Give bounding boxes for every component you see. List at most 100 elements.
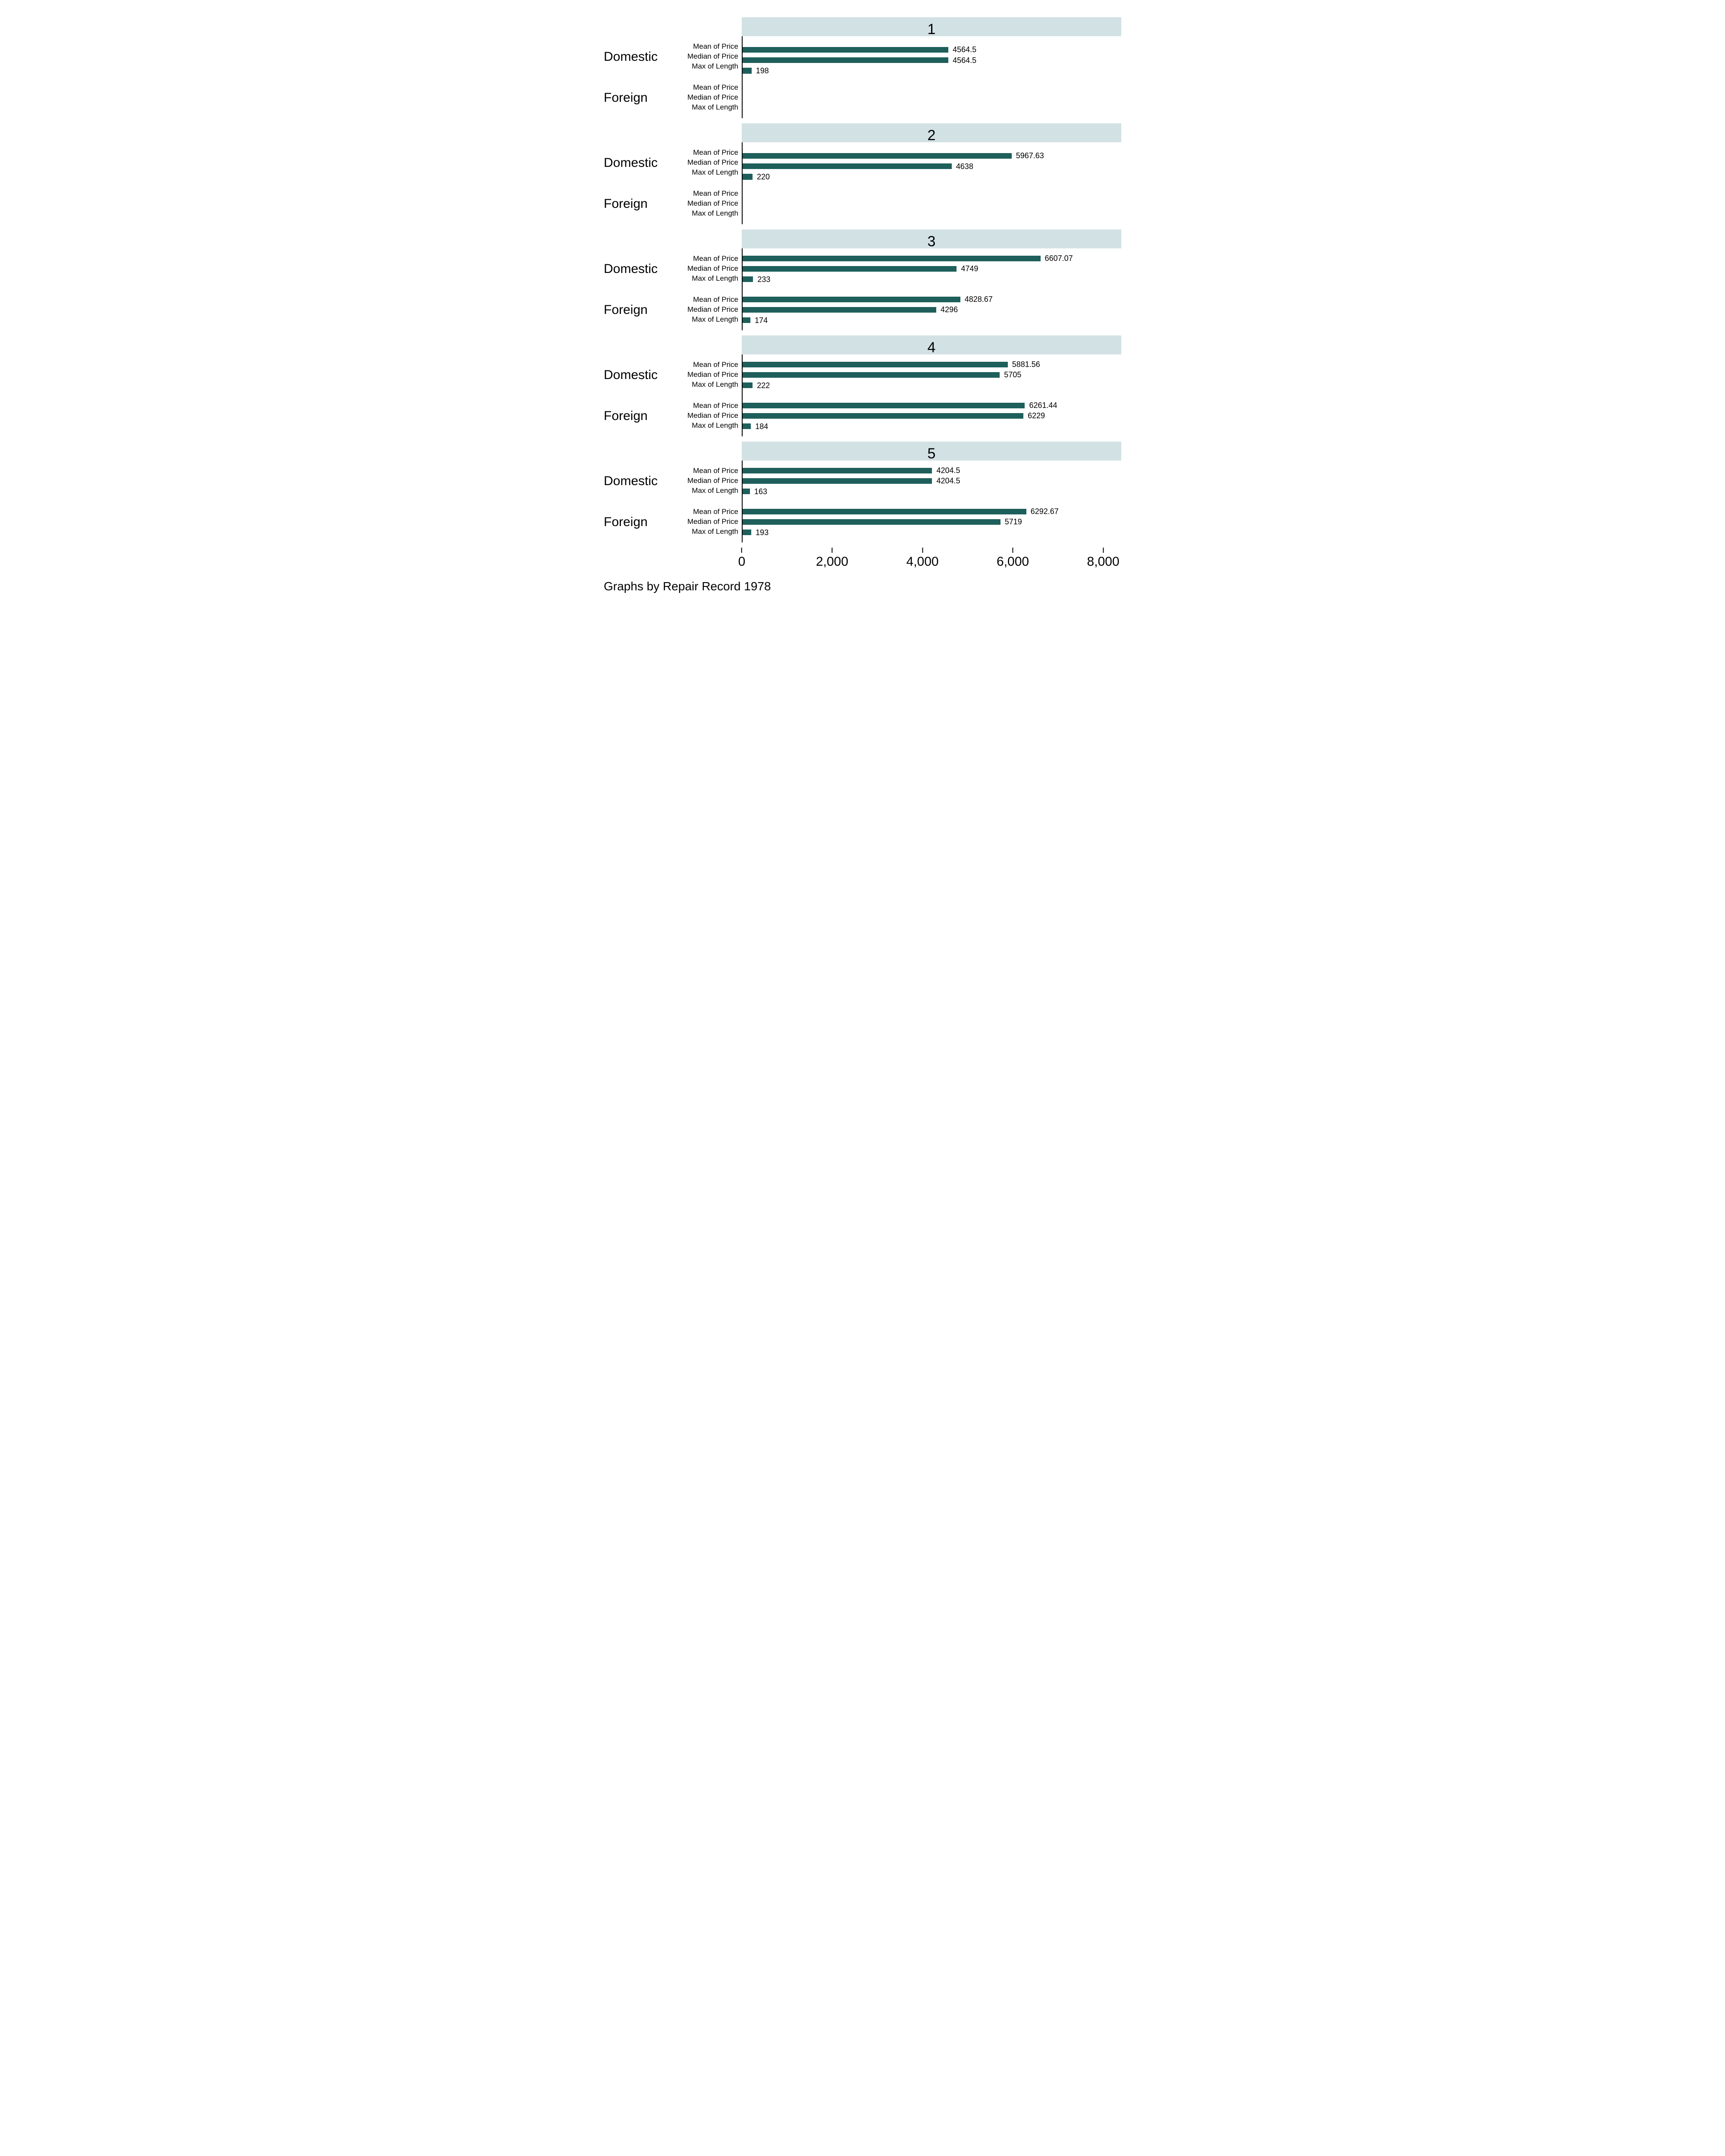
bar-value-label: 6292.67 (1026, 506, 1059, 517)
bars-region: 4204.54204.51636292.675719193 (743, 461, 1121, 542)
metric-label: Max of Length (677, 103, 742, 113)
bar-row: 4204.5 (743, 465, 1121, 476)
bar (743, 153, 1012, 159)
panel-title: 1 (742, 17, 1121, 36)
metric-label: Mean of Price (677, 83, 742, 93)
axis-spacer (604, 548, 742, 569)
panel-header: 2 (604, 123, 1121, 142)
bar-group: 4828.674296174 (743, 294, 1121, 326)
metric-label: Mean of Price (677, 148, 742, 158)
metric-label: Median of Price (677, 305, 742, 315)
category-group: DomesticMean of PriceMedian of PriceMax … (604, 466, 742, 496)
tick-label: 6,000 (997, 555, 1029, 569)
bar-value-label: 5967.63 (1012, 150, 1044, 161)
bar (743, 317, 750, 323)
bar (743, 403, 1025, 408)
bars-region: 5967.634638220 (743, 142, 1121, 224)
panel: 2DomesticMean of PriceMedian of PriceMax… (604, 123, 1121, 224)
metric-label: Mean of Price (677, 295, 742, 305)
category-label: Foreign (604, 91, 677, 105)
bar-group: 5881.565705222 (743, 359, 1121, 391)
metric-labels: Mean of PriceMedian of PriceMax of Lengt… (677, 466, 742, 496)
tick-label: 4,000 (906, 555, 939, 569)
bar-row: 174 (743, 315, 1121, 326)
category-label: Domestic (604, 262, 677, 276)
metric-label: Median of Price (677, 52, 742, 62)
category-label: Domestic (604, 474, 677, 489)
bar-row (743, 204, 1121, 210)
category-label: Foreign (604, 197, 677, 211)
bar-row: 222 (743, 380, 1121, 391)
bar-row: 4564.5 (743, 44, 1121, 55)
metric-labels: Mean of PriceMedian of PriceMax of Lengt… (677, 189, 742, 219)
plot-area: 5881.565705222 6261.446229 184 (742, 354, 1121, 436)
x-axis-tick: 4,000 (906, 548, 939, 569)
bar-row (743, 104, 1121, 110)
bar-value-label: 4564.5 (948, 55, 976, 66)
bar-row (743, 199, 1121, 204)
x-axis: 0 2,000 4,000 6,000 8,000 (604, 548, 1121, 569)
bar-group (743, 93, 1121, 110)
panel-body: DomesticMean of PriceMedian of PriceMax … (604, 461, 1121, 542)
bar (743, 468, 932, 473)
metric-label: Max of Length (677, 62, 742, 72)
bar (743, 47, 948, 53)
metric-label: Mean of Price (677, 401, 742, 411)
bar-value-label: 4296 (936, 304, 958, 315)
tick-mark (922, 548, 923, 553)
tick-mark (1103, 548, 1104, 553)
x-axis-tick: 2,000 (816, 548, 848, 569)
bar-value-label: 233 (753, 274, 770, 285)
bar-row: 6229 (743, 411, 1121, 421)
metric-label: Mean of Price (677, 254, 742, 264)
bar-group: 4564.54564.5198 (743, 44, 1121, 76)
category-label: Domestic (604, 368, 677, 382)
bar-value-label: 5705 (1000, 370, 1021, 380)
tick-label: 2,000 (816, 555, 848, 569)
metric-label: Mean of Price (677, 466, 742, 476)
tick-label: 0 (738, 555, 746, 569)
panel-header-spacer (604, 442, 742, 461)
panel: 1DomesticMean of PriceMedian of PriceMax… (604, 17, 1121, 118)
metric-label: Median of Price (677, 264, 742, 274)
bar-value-label: 163 (750, 486, 767, 497)
bar-value-label: 4564.5 (948, 44, 976, 55)
bar-row: 4204.5 (743, 476, 1121, 486)
metric-label: Median of Price (677, 411, 742, 421)
x-axis-tick: 0 (738, 548, 746, 569)
bars-region: 5881.565705222 6261.446229 184 (743, 354, 1121, 436)
bar-value-label: 6229 (1023, 411, 1045, 421)
bar-row: 5967.63 (743, 150, 1121, 161)
metric-labels: Mean of PriceMedian of PriceMax of Lengt… (677, 401, 742, 431)
bar (743, 307, 936, 313)
category-group: ForeignMean of PriceMedian of PriceMax o… (604, 507, 742, 537)
bar-row: 4638 (743, 161, 1121, 172)
panel-left-column: DomesticMean of PriceMedian of PriceMax … (604, 461, 742, 542)
tick-label: 8,000 (1087, 555, 1120, 569)
category-label: Foreign (604, 409, 677, 423)
metric-labels: Mean of PriceMedian of PriceMax of Lengt… (677, 254, 742, 284)
panel-title: 4 (742, 335, 1121, 354)
bar-row: 6607.07 (743, 253, 1121, 263)
panel-header-spacer (604, 335, 742, 354)
bar-row: 6261.44 (743, 400, 1121, 411)
metric-label: Median of Price (677, 476, 742, 486)
panel-header: 4 (604, 335, 1121, 354)
bar-row: 198 (743, 66, 1121, 76)
panel-left-column: DomesticMean of PriceMedian of PriceMax … (604, 36, 742, 118)
bar (743, 530, 751, 535)
metric-label: Median of Price (677, 517, 742, 527)
bar-group: 5967.634638220 (743, 150, 1121, 182)
category-group: DomesticMean of PriceMedian of PriceMax … (604, 42, 742, 72)
category-label: Foreign (604, 515, 677, 530)
bar-value-label: 5881.56 (1008, 359, 1040, 370)
category-group: ForeignMean of PriceMedian of PriceMax o… (604, 189, 742, 219)
plot-area: 4204.54204.51636292.675719193 (742, 461, 1121, 542)
panel-header-spacer (604, 17, 742, 36)
panel-title: 2 (742, 123, 1121, 142)
bar-value-label: 184 (751, 421, 768, 432)
bar (743, 174, 753, 179)
bar-row: 5719 (743, 517, 1121, 527)
panel-body: DomesticMean of PriceMedian of PriceMax … (604, 36, 1121, 118)
metric-labels: Mean of PriceMedian of PriceMax of Lengt… (677, 360, 742, 390)
